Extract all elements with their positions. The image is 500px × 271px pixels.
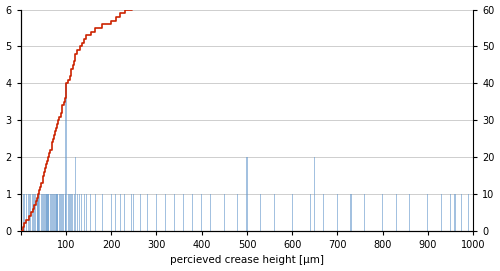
Bar — [183, 194, 184, 231]
Bar — [174, 194, 175, 231]
Bar — [382, 194, 383, 231]
Bar — [71, 194, 72, 231]
Bar — [110, 194, 112, 231]
Bar — [63, 194, 64, 231]
Bar — [461, 194, 462, 231]
Bar — [69, 194, 70, 231]
Bar — [364, 194, 365, 231]
Bar — [53, 194, 54, 231]
Bar — [95, 194, 96, 231]
Bar — [72, 194, 74, 231]
Bar — [337, 194, 338, 231]
Bar — [115, 194, 116, 231]
Bar — [68, 194, 69, 231]
Bar — [26, 194, 27, 231]
Bar — [50, 194, 51, 231]
Bar — [79, 194, 80, 231]
Bar — [86, 194, 87, 231]
Bar — [201, 194, 202, 231]
Bar — [260, 194, 261, 231]
X-axis label: percieved crease height [μm]: percieved crease height [μm] — [170, 256, 324, 265]
Bar — [24, 194, 25, 231]
Bar — [51, 194, 52, 231]
Bar — [409, 194, 410, 231]
Bar — [192, 194, 193, 231]
Bar — [165, 194, 166, 231]
Bar — [44, 194, 46, 231]
Bar — [38, 194, 40, 231]
Bar — [52, 194, 53, 231]
Bar — [120, 194, 121, 231]
Bar — [61, 194, 62, 231]
Bar — [323, 194, 324, 231]
Bar — [46, 194, 48, 231]
Bar — [441, 194, 442, 231]
Bar — [450, 194, 451, 231]
Bar — [44, 194, 45, 231]
Bar — [74, 157, 76, 231]
Bar — [90, 194, 92, 231]
Bar — [58, 194, 60, 231]
Bar — [156, 194, 157, 231]
Bar — [210, 194, 212, 231]
Bar — [224, 194, 225, 231]
Bar — [124, 194, 126, 231]
Bar — [40, 194, 42, 231]
Bar — [42, 194, 43, 231]
Bar — [48, 194, 50, 231]
Bar — [140, 194, 141, 231]
Bar — [454, 194, 456, 231]
Bar — [246, 157, 248, 231]
Bar — [60, 194, 61, 231]
Bar — [314, 157, 316, 231]
Bar — [36, 194, 38, 231]
Bar — [310, 194, 311, 231]
Bar — [35, 194, 36, 231]
Bar — [32, 194, 34, 231]
Bar — [43, 194, 44, 231]
Bar — [54, 194, 55, 231]
Bar — [70, 194, 71, 231]
Bar — [468, 194, 469, 231]
Bar — [350, 194, 352, 231]
Bar — [64, 194, 66, 231]
Bar — [62, 194, 63, 231]
Bar — [22, 194, 24, 231]
Bar — [34, 194, 35, 231]
Bar — [147, 194, 148, 231]
Bar — [74, 194, 75, 231]
Bar — [131, 194, 132, 231]
Bar — [56, 194, 58, 231]
Bar — [102, 194, 103, 231]
Bar — [54, 194, 56, 231]
Bar — [77, 194, 78, 231]
Bar — [30, 194, 32, 231]
Bar — [28, 194, 29, 231]
